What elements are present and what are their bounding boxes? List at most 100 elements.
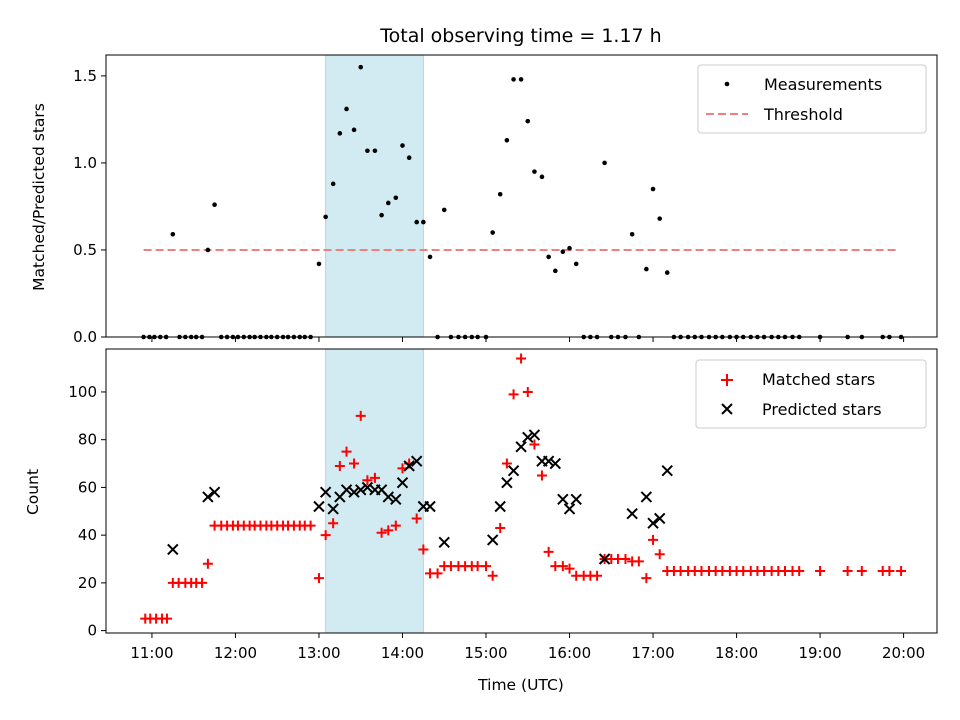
x-tick-label: 17:00 [631, 644, 674, 662]
predicted-star-point [340, 484, 353, 496]
matched-star-point [633, 556, 644, 567]
x-tick-label: 18:00 [715, 644, 758, 662]
predicted-star-point [208, 486, 221, 498]
predicted-star-point [661, 465, 673, 477]
matched-star-point [501, 458, 512, 469]
measurement-point [539, 174, 545, 180]
axes-frame-count [105, 348, 938, 634]
legend-predicted-label: Predicted stars [762, 400, 882, 419]
predicted-star-point [563, 503, 576, 515]
measurement-point [400, 143, 405, 148]
predicted-star-point [410, 455, 423, 467]
predicted-star-point [501, 476, 513, 489]
measurement-point [532, 169, 537, 174]
matched-star-point [432, 568, 443, 579]
legend-threshold-label: Threshold [763, 105, 843, 124]
x-tick-label: 16:00 [548, 644, 591, 662]
measurement-point [644, 266, 649, 272]
measurement-point [518, 77, 524, 82]
measurement-point [323, 214, 328, 220]
predicted-star-point [382, 491, 394, 503]
matched-star-point [341, 446, 352, 457]
matched-star-point [654, 549, 665, 560]
measurement-point [525, 118, 531, 124]
matched-star-point [529, 439, 540, 450]
matched-star-point [536, 470, 547, 481]
matched-star-point [896, 565, 907, 576]
matched-star-point [383, 525, 394, 536]
matched-star-point [202, 558, 213, 569]
matched-star-point [884, 565, 895, 576]
matched-star-point [564, 563, 575, 574]
measurement-point [358, 64, 364, 70]
legend-measurements-label: Measurements [764, 75, 882, 94]
y-tick-label-ratio: 0.5 [73, 241, 97, 259]
matched-star-point [197, 577, 208, 588]
y-tick-label-ratio: 1.0 [73, 154, 97, 172]
predicted-star-point [313, 500, 325, 513]
predicted-star-point [319, 486, 332, 498]
top-legend-box [697, 64, 927, 134]
y-tick-label-ratio: 0.0 [73, 328, 97, 346]
matched-star-point [390, 520, 401, 531]
matched-star-point [815, 565, 826, 576]
predicted-star-point [542, 455, 555, 467]
matched-star-point [362, 475, 373, 486]
x-tick-label: 20:00 [882, 644, 925, 662]
matched-star-point [620, 554, 631, 565]
background-layer [325, 54, 424, 634]
predicted-star-point [361, 481, 374, 494]
predicted-star-point [647, 517, 659, 529]
matched-star-point [522, 386, 533, 397]
matched-star-point [508, 389, 519, 400]
x-tick-label: 14:00 [381, 644, 424, 662]
measurement-point [629, 231, 635, 237]
chart-title: Total observing time = 1.17 h [379, 25, 661, 47]
measurement-point [504, 137, 510, 143]
measurement-point [205, 247, 211, 253]
predicted-star-point [654, 512, 666, 525]
bottom-y-axis-label: Count [24, 469, 42, 515]
predicted-star-point [640, 491, 653, 503]
measurement-point [421, 219, 426, 225]
measurement-point [212, 202, 217, 208]
matched-star-point [495, 522, 506, 533]
y-tick-label-count: 40 [78, 526, 97, 544]
measurement-point [490, 230, 495, 235]
measurement-point [560, 249, 566, 255]
measurement-point [316, 261, 322, 267]
predicted-star-point [515, 441, 527, 453]
highlight-span-ratio [325, 54, 424, 338]
measurement-point [337, 131, 343, 136]
predicted-star-point [396, 476, 409, 489]
y-tick-label-count: 20 [78, 574, 97, 592]
legend-matched-marker [721, 374, 733, 386]
predicted-star-point [167, 543, 179, 556]
matched-star-point [481, 561, 492, 572]
measurement-point [657, 216, 663, 221]
matched-star-point [161, 613, 172, 624]
measurement-point [170, 231, 176, 237]
matched-star-point [794, 565, 805, 576]
matched-star-point [334, 460, 345, 471]
measurement-point [602, 160, 607, 166]
measurement-point [385, 200, 391, 206]
measurement-point [650, 186, 656, 192]
measurement-point [351, 127, 357, 133]
legend-layer: Measurements Threshold Matched stars Pre… [695, 64, 927, 429]
matched-star-point [313, 573, 324, 584]
predicted-star-point [355, 484, 367, 496]
measurement-point [379, 212, 384, 218]
matched-star-point [842, 565, 853, 576]
matched-star-point [418, 544, 429, 555]
legend-measurements-marker [724, 81, 730, 87]
predicted-star-point [348, 486, 360, 498]
predicted-star-point [327, 503, 339, 515]
predicted-star-point [202, 491, 214, 503]
x-tick-label: 19:00 [798, 644, 841, 662]
measurement-point [511, 77, 516, 82]
legend-matched-label: Matched stars [762, 370, 875, 389]
x-axis-label: Time (UTC) [477, 676, 564, 694]
measurement-point [372, 148, 378, 154]
matched-star-point [411, 513, 422, 524]
